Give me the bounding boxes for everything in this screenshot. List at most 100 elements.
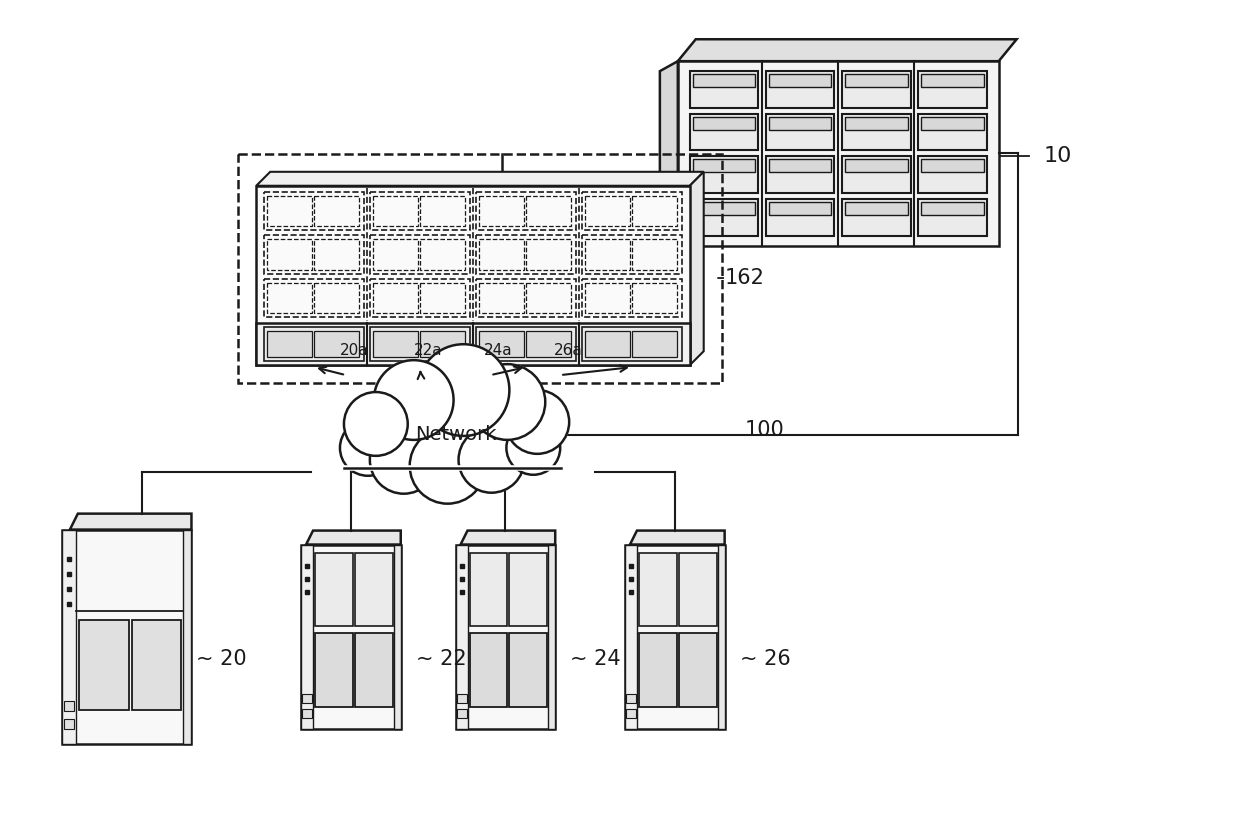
Bar (355, 553, 393, 626)
Bar (625, 544, 724, 729)
Bar (314, 240, 360, 270)
Bar (257, 324, 689, 365)
Text: 24a: 24a (484, 343, 512, 358)
Polygon shape (257, 172, 704, 186)
Polygon shape (69, 513, 191, 530)
Bar (373, 240, 418, 270)
Bar (301, 544, 312, 729)
Bar (479, 196, 525, 227)
Text: ~ 22: ~ 22 (415, 649, 466, 669)
Bar (766, 71, 835, 108)
Bar (632, 196, 677, 227)
Bar (373, 283, 418, 313)
Bar (689, 156, 758, 193)
Bar (769, 160, 831, 172)
Circle shape (506, 421, 560, 475)
Bar (420, 196, 465, 227)
Bar (921, 202, 983, 215)
Bar (921, 160, 983, 172)
Bar (64, 719, 74, 729)
Bar (678, 61, 998, 245)
Bar (315, 633, 353, 707)
Bar (582, 279, 682, 317)
Bar (766, 156, 835, 193)
Circle shape (370, 426, 438, 494)
Polygon shape (660, 61, 678, 253)
Bar (420, 240, 465, 270)
Bar (769, 202, 831, 215)
Text: 100: 100 (744, 420, 785, 440)
Bar (842, 114, 910, 151)
Bar (476, 236, 575, 274)
Bar (62, 530, 76, 744)
Circle shape (418, 344, 510, 436)
Bar (632, 331, 677, 357)
Bar (184, 530, 191, 744)
Bar (842, 199, 910, 236)
Bar (921, 74, 983, 87)
Bar (842, 156, 910, 193)
Bar (585, 283, 630, 313)
Circle shape (373, 359, 455, 441)
Polygon shape (306, 531, 401, 544)
Text: 20a: 20a (340, 343, 368, 358)
Bar (470, 633, 507, 707)
Bar (846, 74, 908, 87)
Bar (639, 553, 677, 626)
Circle shape (340, 420, 396, 476)
Bar (314, 196, 360, 227)
Bar (639, 633, 677, 707)
Circle shape (506, 420, 562, 476)
Bar (689, 114, 758, 151)
Bar (582, 328, 682, 361)
Bar (693, 117, 755, 130)
Bar (626, 709, 636, 718)
Bar (718, 544, 724, 729)
Circle shape (343, 392, 408, 456)
Bar (689, 199, 758, 236)
Bar (632, 240, 677, 270)
Bar (632, 283, 677, 313)
Circle shape (470, 364, 546, 440)
Bar (582, 192, 682, 231)
Bar (267, 240, 312, 270)
Circle shape (506, 390, 569, 454)
Bar (315, 553, 353, 626)
Bar (314, 283, 360, 313)
Bar (766, 114, 835, 151)
Bar (693, 74, 755, 87)
Bar (585, 240, 630, 270)
Bar (625, 544, 637, 729)
Bar (526, 196, 570, 227)
Bar (370, 236, 470, 274)
Bar (62, 530, 191, 744)
Bar (79, 619, 129, 710)
Circle shape (505, 389, 570, 455)
Bar (479, 283, 525, 313)
Bar (626, 694, 636, 703)
Bar (303, 694, 312, 703)
Bar (693, 202, 755, 215)
Circle shape (368, 425, 439, 495)
Bar (585, 196, 630, 227)
Bar (548, 544, 556, 729)
Bar (267, 331, 312, 357)
Circle shape (469, 363, 547, 441)
Text: 26a: 26a (554, 343, 583, 358)
Circle shape (458, 426, 526, 494)
Bar (769, 117, 831, 130)
Bar (479, 240, 525, 270)
Text: 22a: 22a (414, 343, 443, 358)
Bar (370, 192, 470, 231)
Bar (370, 279, 470, 317)
Bar (238, 154, 722, 383)
Polygon shape (678, 39, 1017, 61)
Polygon shape (689, 172, 704, 365)
Bar (394, 544, 401, 729)
Bar (510, 553, 547, 626)
Bar (456, 709, 466, 718)
Bar (303, 709, 312, 718)
Bar (479, 331, 525, 357)
Bar (257, 186, 689, 365)
Bar (314, 331, 360, 357)
